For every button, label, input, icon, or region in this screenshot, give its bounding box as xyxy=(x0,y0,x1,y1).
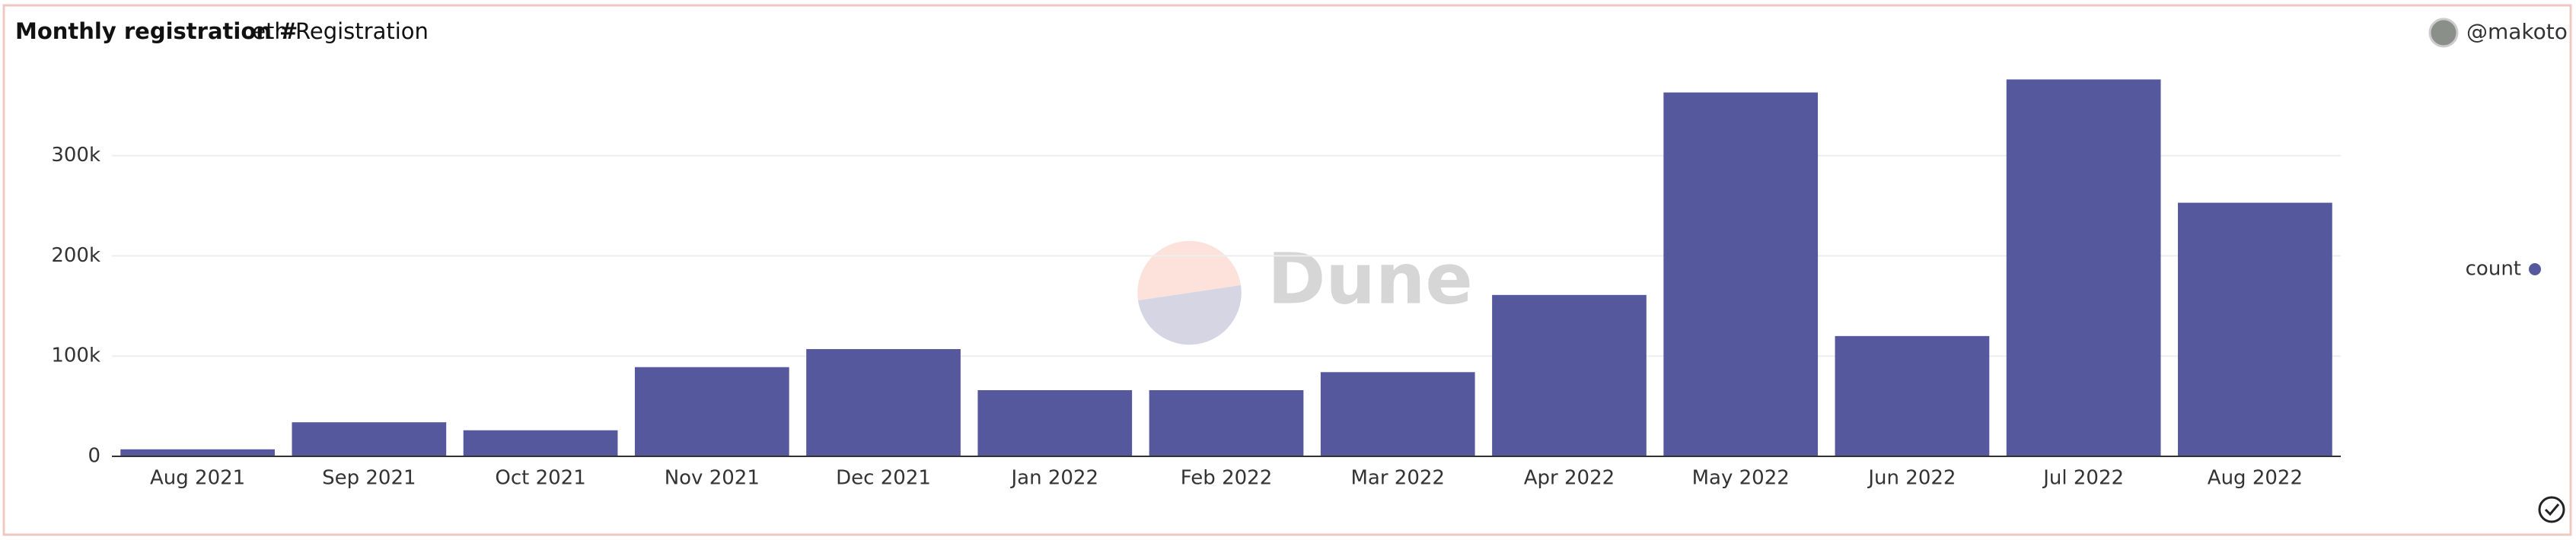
bar xyxy=(1492,294,1647,456)
check-mark xyxy=(2544,503,2560,516)
y-tick-label: 0 xyxy=(88,445,100,468)
bar xyxy=(2006,79,2161,456)
legend-swatch xyxy=(2529,263,2541,275)
bar xyxy=(806,348,961,456)
bar xyxy=(463,430,618,456)
bar xyxy=(977,390,1133,456)
frame xyxy=(2,4,2572,536)
bar xyxy=(1320,372,1475,456)
bar xyxy=(292,422,447,456)
y-tick-label: 300k xyxy=(51,144,100,167)
x-tick-label: May 2022 xyxy=(1692,467,1790,490)
bar xyxy=(2178,202,2332,456)
check-icon[interactable] xyxy=(2538,496,2565,523)
bar xyxy=(634,367,789,456)
author[interactable]: @makoto xyxy=(2466,19,2568,44)
y-tick-label: 200k xyxy=(51,244,100,267)
legend-label: count xyxy=(2466,258,2521,281)
bar xyxy=(1149,390,1304,456)
avatar[interactable] xyxy=(2428,17,2459,48)
x-tick-label: Mar 2022 xyxy=(1350,467,1445,490)
x-tick-label: Feb 2022 xyxy=(1181,467,1272,490)
chart-subtitle: .eth Registration xyxy=(245,18,429,44)
x-tick-label: Dec 2021 xyxy=(836,467,931,490)
x-tick-label: Aug 2022 xyxy=(2208,467,2303,490)
x-tick-label: Jun 2022 xyxy=(1867,467,1956,490)
x-tick-label: Aug 2021 xyxy=(150,467,245,490)
bar xyxy=(1835,335,1990,456)
x-tick-label: Jul 2022 xyxy=(2042,467,2124,490)
watermark: Dune xyxy=(1267,238,1473,319)
x-tick-label: Jan 2022 xyxy=(1010,467,1099,490)
bar xyxy=(1663,92,1819,456)
bar xyxy=(120,449,275,456)
x-tick-label: Nov 2021 xyxy=(665,467,760,490)
x-tick-label: Oct 2021 xyxy=(495,467,585,490)
x-tick-label: Sep 2021 xyxy=(322,467,416,490)
chart-title: Monthly registration # xyxy=(15,18,298,44)
x-tick-label: Apr 2022 xyxy=(1524,467,1615,490)
y-tick-label: 100k xyxy=(51,345,100,367)
